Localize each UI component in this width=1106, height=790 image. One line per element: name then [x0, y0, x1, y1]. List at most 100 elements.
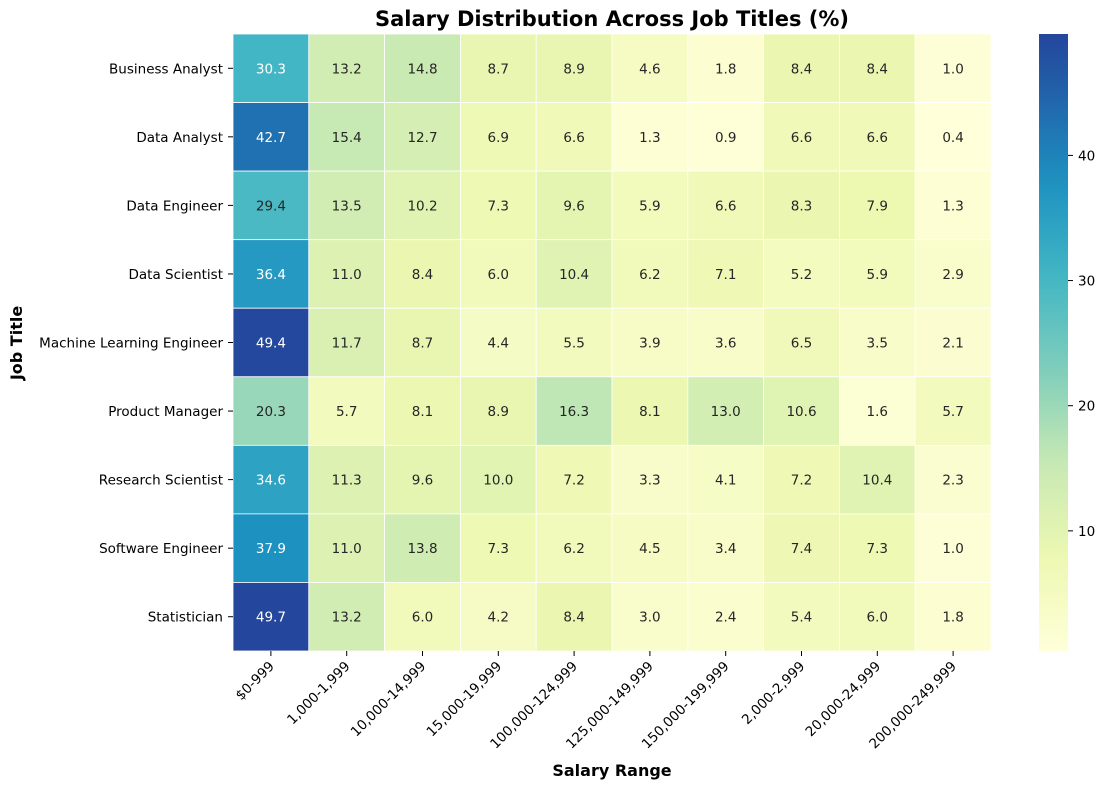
cell-value-label: 2.3 — [942, 473, 963, 489]
cell-value-label: 1.3 — [639, 130, 660, 146]
cell-value-label: 5.5 — [563, 336, 584, 352]
cell-value-label: 3.6 — [715, 336, 736, 352]
heatmap-cell — [384, 33, 461, 103]
heatmap-cell — [308, 170, 385, 241]
heatmap-cell — [914, 170, 992, 241]
cell-value-label: 7.9 — [867, 198, 888, 214]
heatmap-cell — [459, 33, 537, 103]
heatmap-cell — [611, 33, 689, 103]
heatmap-cell — [687, 170, 764, 241]
heatmap-cell — [384, 307, 461, 378]
heatmap-cell — [839, 582, 916, 652]
heatmap-cell — [914, 307, 992, 378]
y-tick-label: Machine Learning Engineer — [39, 336, 223, 352]
cell-value-label: 49.7 — [256, 610, 286, 626]
heatmap-cell-labels: 30.3 13.2 14.8 8.7 8.9 4.6 1.8 8.4 8.4 1.0 42.7 15.… — [256, 61, 964, 625]
colorbar — [1039, 34, 1068, 651]
colorbar-tick-label: 20 — [1078, 399, 1095, 415]
cell-value-label: 6.0 — [867, 610, 888, 626]
y-tick-label: Statistician — [148, 610, 223, 626]
heatmap-cell — [914, 102, 992, 172]
cell-value-label: 36.4 — [256, 267, 286, 283]
colorbar-ticks: 10 20 30 40 — [1068, 148, 1095, 540]
cell-value-label: 1.8 — [942, 610, 963, 626]
cell-value-label: 3.9 — [639, 336, 660, 352]
x-axis-label: Salary Range — [552, 761, 671, 780]
cell-value-label: 8.1 — [639, 404, 660, 420]
cell-value-label: 0.4 — [942, 130, 963, 146]
heatmap-cell — [459, 444, 537, 515]
cell-value-label: 5.7 — [336, 404, 357, 420]
heatmap-cell — [384, 102, 461, 172]
chart-title: Salary Distribution Across Job Titles (%… — [375, 7, 849, 31]
heatmap-cell — [839, 307, 916, 378]
heatmap-cell — [839, 444, 916, 515]
heatmap-cell — [308, 513, 385, 583]
cell-value-label: 30.3 — [256, 61, 286, 77]
cell-value-label: 7.2 — [791, 473, 812, 489]
colorbar-tick-label: 30 — [1078, 274, 1095, 290]
cell-value-label: 7.3 — [867, 541, 888, 557]
cell-value-label: 4.4 — [488, 336, 509, 352]
cell-value-label: 8.1 — [412, 404, 433, 420]
cell-value-label: 7.4 — [791, 541, 812, 557]
cell-value-label: 29.4 — [256, 198, 286, 214]
heatmap-cell — [914, 444, 992, 515]
cell-value-label: 1.8 — [715, 61, 736, 77]
y-tick-label: Data Engineer — [126, 198, 223, 214]
heatmap-cell — [232, 239, 310, 309]
cell-value-label: 11.3 — [332, 473, 362, 489]
cell-value-label: 8.4 — [412, 267, 433, 283]
y-axis-ticks: Business Analyst Data Analyst Data Enginee… — [39, 61, 233, 626]
heatmap-cell — [611, 582, 689, 652]
cell-value-label: 13.5 — [332, 198, 362, 214]
cell-value-label: 6.5 — [791, 336, 812, 352]
cell-value-label: 8.4 — [791, 61, 812, 77]
cell-value-label: 8.7 — [412, 336, 433, 352]
cell-value-label: 6.6 — [867, 130, 888, 146]
heatmap-cell — [611, 376, 689, 446]
heatmap-cell — [611, 102, 689, 172]
heatmap-cell — [384, 513, 461, 583]
cell-value-label: 4.5 — [639, 541, 660, 557]
cell-value-label: 49.4 — [256, 336, 286, 352]
cell-value-label: 0.9 — [715, 130, 736, 146]
heatmap-cell — [611, 239, 689, 309]
cell-value-label: 9.6 — [563, 198, 584, 214]
cell-value-label: 8.3 — [791, 198, 812, 214]
x-tick-label: 20,000-24,999 — [803, 659, 885, 741]
cell-value-label: 8.9 — [563, 61, 584, 77]
heatmap-cell — [384, 170, 461, 241]
heatmap-cell — [763, 307, 840, 378]
heatmap-cell — [763, 33, 840, 103]
cell-value-label: 10.6 — [786, 404, 816, 420]
cell-value-label: 14.8 — [407, 61, 437, 77]
cell-value-label: 5.4 — [791, 610, 812, 626]
cell-value-label: 4.6 — [639, 61, 660, 77]
cell-value-label: 8.4 — [867, 61, 888, 77]
cell-value-label: 7.3 — [488, 198, 509, 214]
heatmap-cell — [611, 444, 689, 515]
cell-value-label: 11.0 — [332, 267, 362, 283]
cell-value-label: 13.2 — [332, 610, 362, 626]
colorbar-tick-label: 10 — [1078, 524, 1095, 540]
cell-value-label: 10.0 — [483, 473, 513, 489]
heatmap-cell — [914, 582, 992, 652]
heatmap-cell — [535, 33, 613, 103]
cell-value-label: 10.2 — [407, 198, 437, 214]
colorbar-tick-label: 40 — [1078, 148, 1095, 164]
heatmap-cell — [459, 376, 537, 446]
heatmap-cell — [687, 513, 764, 583]
y-tick-label: Business Analyst — [109, 61, 223, 77]
heatmap-cell — [611, 307, 689, 378]
heatmap-cell — [535, 376, 613, 446]
heatmap-cell — [611, 513, 689, 583]
x-tick-label: 2,000-2,999 — [739, 659, 808, 728]
heatmap-cells — [232, 33, 992, 652]
heatmap-cell — [839, 102, 916, 172]
heatmap-cell — [308, 102, 385, 172]
cell-value-label: 2.1 — [942, 336, 963, 352]
heatmap-cell — [763, 444, 840, 515]
heatmap-cell — [763, 239, 840, 309]
